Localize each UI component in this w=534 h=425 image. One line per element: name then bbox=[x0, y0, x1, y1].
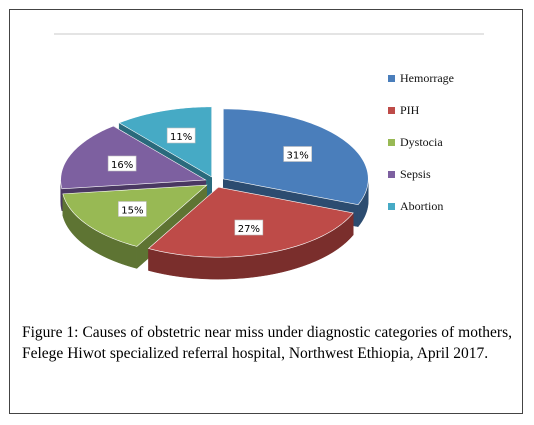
legend-label-abortion: Abortion bbox=[400, 199, 443, 213]
legend-item-sepsis: Sepsis bbox=[388, 167, 431, 181]
data-label-box-sepsis bbox=[107, 155, 137, 172]
legend-label-hemorrage: Hemorrage bbox=[400, 71, 454, 85]
data-label-box-hemorrage bbox=[283, 146, 312, 162]
data-label-text-pih: 27% bbox=[238, 224, 260, 235]
legend-swatch-pih bbox=[388, 107, 395, 114]
legend-swatch-abortion bbox=[388, 203, 395, 210]
data-label-dystocia: 15% bbox=[118, 201, 147, 217]
legend-item-dystocia: Dystocia bbox=[388, 135, 443, 149]
legend-label-dystocia: Dystocia bbox=[400, 135, 443, 149]
data-label-box-dystocia bbox=[118, 201, 147, 217]
legend-swatch-dystocia bbox=[388, 139, 395, 146]
pie-tops bbox=[60, 106, 369, 258]
data-label-sepsis: 16% bbox=[107, 155, 137, 172]
legend-label-pih: PIH bbox=[400, 103, 420, 117]
data-label-text-hemorrage: 31% bbox=[287, 151, 309, 162]
pie-chart: 31% 27% 15% 16% 11% Hemorrage PIH Dystocia Seps… bbox=[54, 33, 484, 280]
legend-label-sepsis: Sepsis bbox=[400, 167, 431, 181]
pie-data-labels: 31% 27% 15% 16% 11% bbox=[107, 127, 312, 236]
chart-legend: Hemorrage PIH Dystocia Sepsis Abortion bbox=[388, 71, 454, 213]
data-label-text-dystocia: 15% bbox=[121, 205, 143, 216]
legend-item-pih: PIH bbox=[388, 103, 420, 117]
data-label-hemorrage: 31% bbox=[283, 146, 312, 162]
data-label-box-pih bbox=[234, 219, 264, 236]
chart-area: 31% 27% 15% 16% 11% Hemorrage PIH Dystocia Seps… bbox=[10, 10, 524, 310]
data-label-box-abortion bbox=[166, 127, 196, 144]
legend-swatch-sepsis bbox=[388, 171, 395, 178]
figure-frame: 31% 27% 15% 16% 11% Hemorrage PIH Dystocia Seps… bbox=[9, 9, 523, 414]
legend-item-hemorrage: Hemorrage bbox=[388, 71, 454, 85]
legend-item-abortion: Abortion bbox=[388, 199, 443, 213]
legend-swatch-hemorrage bbox=[388, 75, 395, 82]
data-label-abortion: 11% bbox=[166, 127, 196, 144]
slice-abortion bbox=[118, 106, 212, 178]
figure-caption: Figure 1: Causes of obstetric near miss … bbox=[22, 324, 512, 362]
data-label-pih: 27% bbox=[234, 219, 264, 236]
data-label-text-abortion: 11% bbox=[170, 132, 192, 143]
data-label-text-sepsis: 16% bbox=[111, 160, 133, 171]
